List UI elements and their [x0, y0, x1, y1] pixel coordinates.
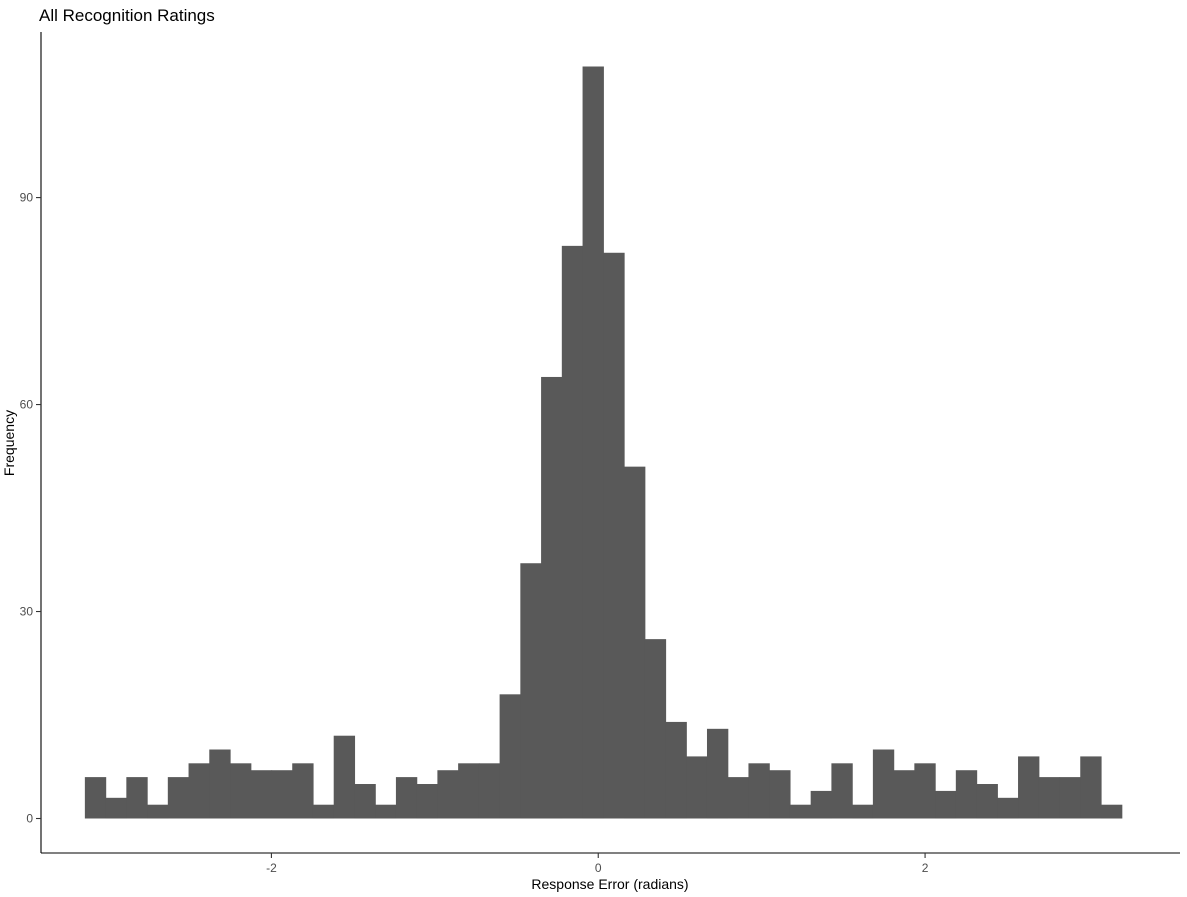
y-tick-label: 0 — [26, 812, 33, 826]
histogram-bar — [769, 770, 791, 819]
histogram-bar — [271, 770, 293, 819]
histogram-bar — [665, 721, 687, 819]
histogram-bar — [478, 763, 501, 819]
histogram-bar — [541, 376, 563, 819]
histogram-bar — [914, 763, 936, 819]
histogram-bar — [230, 763, 252, 819]
histogram-bar — [437, 770, 459, 819]
histogram-bar — [375, 804, 397, 819]
histogram-bar — [250, 770, 273, 819]
histogram-bar — [561, 245, 584, 819]
histogram-bar — [1038, 777, 1061, 819]
histogram-bar — [872, 749, 895, 819]
histogram-bar — [167, 777, 190, 819]
histogram-bar — [1100, 804, 1123, 819]
y-tick-label: 30 — [20, 605, 34, 619]
y-tick-label: 90 — [20, 191, 34, 205]
histogram-bar — [1080, 756, 1102, 819]
histogram-bar — [603, 252, 625, 819]
histogram-bar — [727, 777, 750, 819]
histogram-bar — [292, 763, 314, 819]
histogram-bar — [810, 790, 833, 819]
x-axis-title: Response Error (radians) — [531, 876, 688, 892]
histogram-bar — [893, 770, 915, 819]
x-tick-label: 2 — [922, 861, 929, 875]
histogram-bar — [188, 763, 210, 819]
chart-title: All Recognition Ratings — [39, 6, 215, 25]
histogram-bar — [126, 777, 148, 819]
histogram-bar — [644, 639, 667, 819]
histogram-bar — [105, 797, 127, 819]
histogram-bar — [1059, 777, 1081, 819]
histogram-bar — [831, 763, 853, 819]
histogram-bar — [209, 749, 231, 819]
histogram-bar — [955, 770, 978, 819]
y-ticks-group: 0 30 60 90 — [20, 191, 41, 826]
histogram-bar — [1018, 756, 1040, 819]
histogram-bar — [312, 804, 335, 819]
histogram-bar — [706, 728, 729, 819]
y-axis-title: Frequency — [1, 410, 17, 476]
histogram-bar — [520, 563, 542, 819]
x-tick-label: -2 — [266, 861, 277, 875]
histogram-bar — [686, 756, 708, 819]
histogram-bar — [789, 804, 812, 819]
bars-group — [84, 66, 1123, 819]
histogram-bar — [748, 763, 770, 819]
histogram-bar — [395, 777, 418, 819]
histogram-bar — [935, 790, 957, 819]
x-tick-label: 0 — [595, 861, 602, 875]
histogram-bar — [333, 735, 356, 819]
histogram-bar — [147, 804, 169, 819]
histogram-bar — [976, 784, 998, 819]
histogram-bar — [84, 777, 107, 819]
histogram-bar — [852, 804, 874, 819]
histogram-bar — [458, 763, 480, 819]
histogram-bar — [997, 797, 1019, 819]
x-ticks-group: -2 0 2 — [266, 853, 929, 875]
y-tick-label: 60 — [20, 398, 34, 412]
histogram-bar — [499, 694, 521, 819]
histogram-bar — [624, 466, 646, 819]
histogram-bar — [354, 784, 376, 819]
histogram-bar — [416, 784, 438, 819]
histogram-bar — [582, 66, 604, 819]
